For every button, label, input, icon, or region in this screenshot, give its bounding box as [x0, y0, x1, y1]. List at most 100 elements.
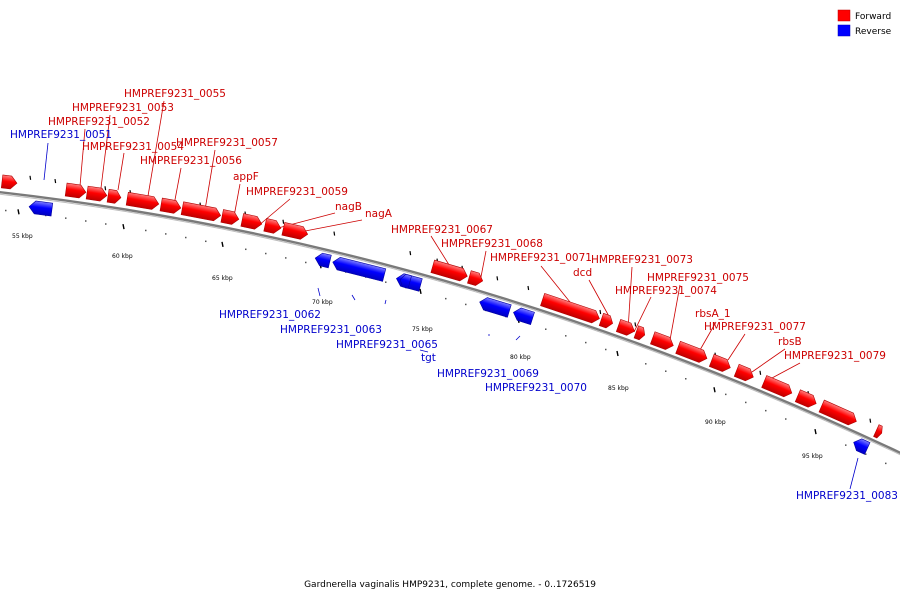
upper-mark [29, 175, 32, 180]
gene-label: HMPREF9231_0068 [441, 238, 543, 250]
minor-tick [65, 217, 67, 219]
gene-body [0, 174, 18, 190]
axis-ticks [5, 175, 887, 465]
gene-label: HMPREF9231_0067 [391, 224, 493, 236]
minor-tick [245, 248, 247, 251]
gene-label: HMPREF9231_0055 [124, 88, 226, 100]
minor-tick [885, 462, 887, 465]
minor-tick [845, 444, 847, 446]
minor-tick [165, 233, 167, 235]
genome-backbone [0, 191, 900, 454]
minor-tick [865, 453, 867, 455]
gene-body [263, 218, 282, 234]
gene-body [430, 259, 468, 282]
gene-body [675, 340, 708, 363]
gene-label: HMPREF9231_0069 [437, 368, 539, 380]
upper-mark [104, 186, 107, 191]
gene-label: HMPREF9231_0074 [615, 285, 717, 297]
gene-label: HMPREF9231_0062 [219, 309, 321, 321]
gene-arrow [761, 375, 793, 398]
gene-body [733, 363, 754, 382]
leader-line [669, 284, 681, 341]
tick-label: 80 kbp [510, 354, 531, 361]
genome-backbone-highlight [0, 193, 900, 456]
legend-swatch-reverse [837, 24, 851, 37]
leader-line [588, 279, 612, 321]
gene-body [399, 273, 412, 289]
gene-arrow [159, 197, 182, 214]
tick-label: 60 kbp [112, 253, 133, 260]
gene-label: HMPREF9231_0059 [246, 186, 348, 198]
major-tick [122, 223, 125, 230]
minor-tick [385, 281, 387, 283]
upper-mark [759, 370, 762, 375]
major-tick [17, 209, 20, 215]
gene-arrow [106, 188, 122, 204]
gene-arrow [633, 325, 646, 341]
gene-arrow [479, 297, 512, 318]
upper-mark [333, 231, 336, 236]
tick-label: 90 kbp [705, 419, 726, 426]
minor-tick [5, 209, 7, 212]
gene-body [794, 389, 817, 408]
minor-tick [765, 409, 767, 412]
legend-label-reverse: Reverse [855, 27, 892, 37]
gene-body [650, 331, 674, 350]
minor-tick [565, 335, 567, 337]
gene-arrow [467, 270, 484, 286]
gene-label: HMPREF9231_0056 [140, 155, 242, 167]
tick-label: 75 kbp [412, 326, 433, 333]
gene-arrow [430, 259, 468, 282]
major-tick [814, 429, 817, 435]
leader-line [317, 287, 321, 297]
gene-label: rbsA_1 [695, 308, 731, 320]
gene-arrow [220, 209, 240, 225]
gene-body [125, 191, 160, 210]
gene-label: HMPREF9231_0053 [72, 102, 174, 114]
gene-body [314, 252, 332, 269]
leader-line [351, 294, 356, 301]
gene-arrow [64, 182, 87, 199]
gene-body [281, 222, 309, 240]
leader-line [299, 219, 363, 233]
minor-tick [145, 229, 147, 232]
leader-line [384, 299, 387, 305]
gene-body [240, 213, 263, 230]
gene-arrow [28, 200, 54, 217]
gene-label: dcd [573, 267, 592, 279]
leader-line [419, 349, 429, 353]
gene-body [708, 353, 731, 372]
gene-body [159, 197, 182, 214]
major-tick [713, 387, 716, 393]
minor-tick [445, 297, 447, 300]
gene-label: HMPREF9231_0051 [10, 129, 112, 141]
axis-tick-labels: 55 kbp 60 kbp 65 kbp 70 kbp 75 kbp 80 kb… [12, 233, 823, 460]
upper-mark [869, 418, 872, 423]
gene-body [28, 200, 54, 217]
gene-arrow [332, 256, 387, 282]
legend-label-forward: Forward [855, 12, 891, 22]
minor-tick [285, 257, 287, 259]
minor-tick [465, 303, 467, 306]
gene-body [853, 438, 871, 455]
minor-tick [785, 418, 787, 420]
leader-line [173, 167, 182, 206]
gene-arrow [85, 185, 108, 202]
leader-line [771, 362, 801, 379]
gene-arrow [281, 222, 309, 240]
gene-arrow [650, 331, 674, 350]
upper-mark [527, 285, 530, 291]
minor-tick [185, 236, 187, 239]
gene-arrow [615, 318, 635, 336]
gene-arrow [240, 213, 263, 230]
minor-tick [105, 223, 107, 225]
gene-body [540, 292, 600, 324]
gene-arrow [733, 363, 754, 382]
minor-tick [725, 393, 727, 396]
gene-label: nagB [335, 201, 362, 213]
gene-body [598, 312, 614, 329]
gene-label: rbsB [778, 336, 802, 348]
major-tick [616, 350, 619, 357]
minor-tick [685, 378, 687, 380]
minor-tick [265, 252, 267, 255]
